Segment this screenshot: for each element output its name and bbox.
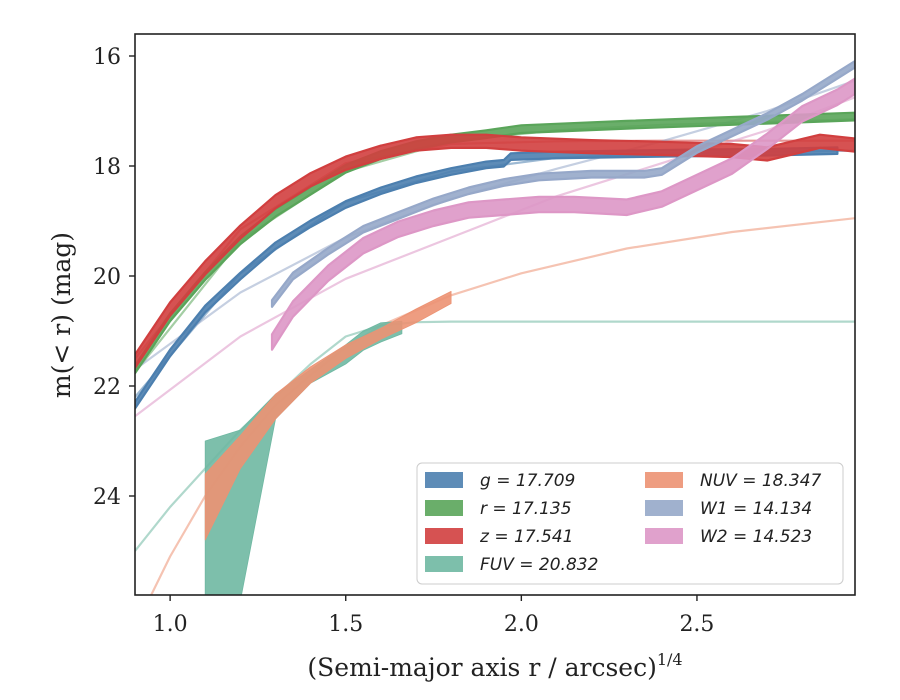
legend-swatch	[425, 500, 463, 516]
legend-label: g = 17.709	[480, 471, 575, 491]
legend-swatch	[645, 472, 683, 488]
legend-label: W2 = 14.523	[700, 527, 812, 547]
axis-ticks: 1.0 1.5 2.0 2.5 16 18 20 22 24	[93, 45, 714, 637]
x-tick-label: 1.0	[153, 612, 188, 637]
x-tick-label: 2.0	[504, 612, 539, 637]
legend-label: W1 = 14.134	[700, 499, 812, 519]
plot-area	[135, 59, 855, 595]
legend-label: z = 17.541	[479, 527, 573, 547]
profile-band-g	[135, 146, 839, 410]
legend-label: NUV = 18.347	[700, 471, 822, 491]
x-tick-label: 2.5	[679, 612, 714, 637]
y-tick-label: 20	[93, 265, 121, 290]
y-tick-label: 24	[93, 485, 121, 510]
profile-band-nuv	[204, 291, 452, 541]
y-tick-label: 16	[93, 45, 121, 70]
legend-box	[416, 462, 844, 585]
y-tick-label: 22	[93, 375, 121, 400]
legend-label: FUV = 20.832	[480, 555, 598, 575]
legend-label: r = 17.135	[480, 499, 572, 519]
x-axis-label-superscript: 1/4	[657, 650, 683, 669]
legend-swatch	[645, 500, 683, 516]
legend-entry-r: r = 17.135	[425, 499, 572, 519]
profile-band-w1	[270, 59, 855, 308]
legend-swatch	[425, 472, 463, 488]
y-axis-label: m(< r) (mag)	[47, 232, 76, 398]
legend-entry-z: z = 17.541	[425, 527, 573, 547]
legend-entry-w2: W2 = 14.523	[645, 527, 812, 547]
x-axis-label: (Semi-major axis r / arcsec)1/4	[307, 650, 682, 682]
legend-swatch	[425, 528, 463, 544]
legend-entry-fuv: FUV = 20.832	[425, 555, 598, 575]
legend-entry-nuv: NUV = 18.347	[645, 471, 822, 491]
legend-swatch	[645, 528, 683, 544]
profile-band-z	[135, 133, 855, 369]
legend: g = 17.709 r = 17.135 z = 17.541 FUV = 20.8…	[416, 462, 844, 585]
y-tick-label: 18	[93, 155, 121, 180]
legend-entry-g: g = 17.709	[425, 471, 575, 491]
model-curve-w2	[135, 96, 855, 418]
x-tick-label: 1.5	[328, 612, 363, 637]
legend-swatch	[425, 556, 463, 572]
profile-band-w2	[270, 77, 855, 351]
plot-frame	[134, 33, 856, 596]
legend-entry-w1: W1 = 14.134	[645, 499, 812, 519]
